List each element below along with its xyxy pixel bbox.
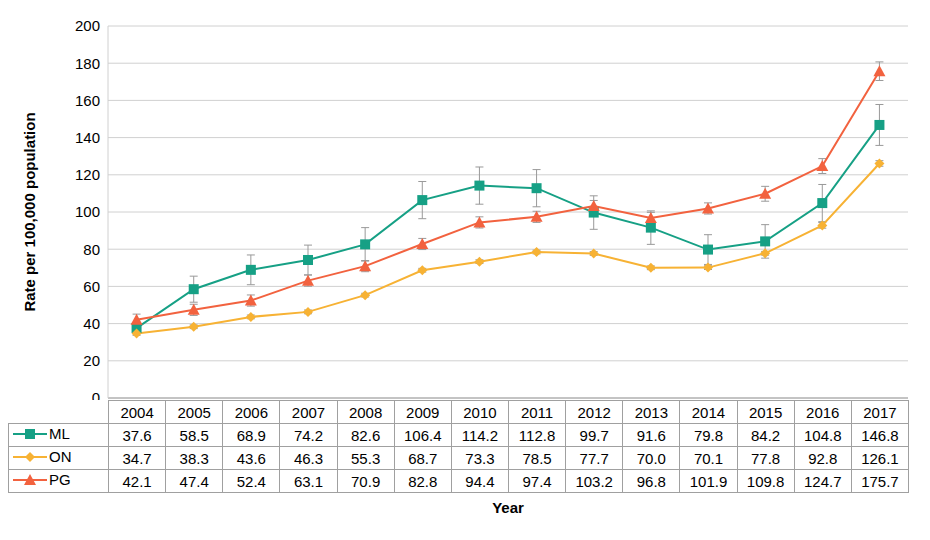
svg-text:Rate per 100,000 population: Rate per 100,000 population (21, 112, 38, 311)
html-text:ML: ML (49, 425, 70, 443)
html-text:96.8: 96.8 (636, 472, 666, 490)
svg-text:160: 160 (75, 92, 100, 109)
html-text:2013: 2013 (634, 403, 668, 421)
svg-text:20: 20 (83, 352, 100, 369)
html-text:2015: 2015 (748, 403, 783, 421)
html-text:2014: 2014 (691, 403, 726, 421)
html-text:109.8: 109.8 (746, 472, 785, 490)
html-text:70.9: 70.9 (351, 472, 381, 490)
html-text:58.5: 58.5 (179, 426, 209, 444)
html-text:52.4: 52.4 (236, 472, 266, 490)
html-text:82.8: 82.8 (408, 472, 438, 490)
svg-text:100: 100 (75, 203, 100, 220)
html-text:84.2: 84.2 (751, 426, 781, 444)
html-text:2010: 2010 (463, 403, 497, 421)
html-text:97.4: 97.4 (522, 472, 552, 490)
svg-text:140: 140 (75, 129, 100, 146)
svg-text:0: 0 (92, 389, 100, 400)
html-text:2005: 2005 (177, 403, 211, 421)
html-text:55.3: 55.3 (351, 449, 381, 467)
html-text:Year: Year (492, 499, 524, 516)
html-text:46.3: 46.3 (293, 449, 324, 467)
html-text:77.8: 77.8 (751, 449, 781, 467)
html-text:104.8: 104.8 (804, 426, 842, 444)
html-text:114.2: 114.2 (461, 426, 499, 444)
html-text:43.6: 43.6 (236, 449, 266, 467)
html-text:2016: 2016 (806, 403, 840, 421)
html-text:101.9: 101.9 (689, 472, 728, 490)
html-text:2007: 2007 (291, 403, 326, 421)
svg-text:120: 120 (75, 166, 100, 183)
html-text:146.8: 146.8 (861, 426, 899, 444)
html-text:70.0: 70.0 (636, 449, 666, 467)
html-text:78.5: 78.5 (522, 449, 552, 467)
html-text:73.3: 73.3 (465, 449, 495, 467)
html-text:77.7: 77.7 (579, 449, 609, 467)
html-text:2011: 2011 (520, 403, 554, 421)
html-text:74.2: 74.2 (293, 426, 324, 444)
html-text:92.8: 92.8 (808, 449, 838, 467)
html-text:2006: 2006 (234, 403, 268, 421)
html-text:2004: 2004 (120, 403, 154, 421)
html-text:38.3: 38.3 (179, 449, 209, 467)
html-text:91.6: 91.6 (636, 426, 666, 444)
html-text:68.9: 68.9 (236, 426, 266, 444)
html-text:2009: 2009 (406, 403, 440, 421)
html-text:124.7: 124.7 (804, 472, 842, 490)
html-text:70.1: 70.1 (693, 449, 724, 467)
html-text:37.6: 37.6 (122, 426, 152, 444)
html-text:94.4: 94.4 (465, 472, 495, 490)
html-text:68.7: 68.7 (408, 449, 438, 467)
html-text:106.4: 106.4 (404, 426, 442, 444)
svg-text:80: 80 (83, 241, 100, 258)
svg-text:180: 180 (75, 55, 100, 72)
html-text:126.1: 126.1 (861, 449, 899, 467)
html-text:ON: ON (49, 448, 72, 466)
html-text:103.2: 103.2 (575, 472, 613, 490)
html-text:34.7: 34.7 (122, 449, 152, 467)
html-text:112.8: 112.8 (518, 426, 556, 444)
html-text:2012: 2012 (577, 403, 611, 421)
svg-text:40: 40 (83, 315, 100, 332)
html-text:2017: 2017 (863, 403, 897, 421)
html-text:79.8: 79.8 (693, 426, 724, 444)
html-text:42.1: 42.1 (122, 472, 152, 490)
html-text:82.6: 82.6 (351, 426, 381, 444)
svg-text:200: 200 (75, 17, 100, 34)
html-text:99.7: 99.7 (579, 426, 609, 444)
html-text:175.7: 175.7 (861, 472, 899, 490)
html-text:47.4: 47.4 (179, 472, 209, 490)
html-text:2008: 2008 (348, 403, 383, 421)
html-text:63.1: 63.1 (293, 472, 324, 490)
svg-text:60: 60 (83, 278, 100, 295)
html-text:PG: PG (49, 471, 71, 489)
